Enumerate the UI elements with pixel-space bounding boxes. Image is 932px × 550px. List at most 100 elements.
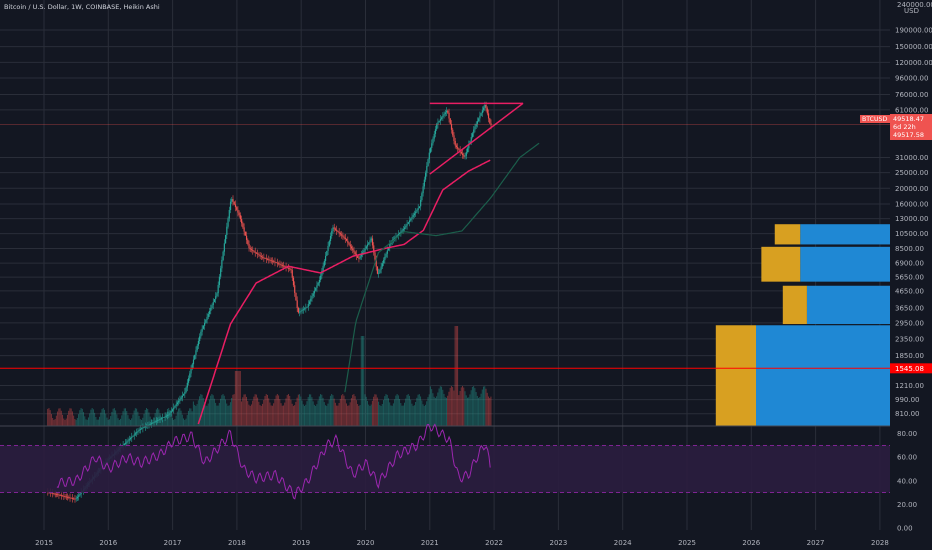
volume-bar	[148, 412, 150, 426]
volume-bar	[223, 395, 225, 426]
last-price-label: 49518.47	[893, 115, 924, 123]
x-axis-tick-label: 2022	[485, 539, 503, 547]
candle-body	[144, 426, 146, 428]
candle-body	[280, 264, 282, 266]
volume-bar	[438, 388, 440, 426]
volume-bar	[350, 398, 352, 426]
candle-body	[431, 143, 433, 148]
volume-bar	[323, 402, 325, 426]
candle-body	[148, 424, 150, 426]
candle-body	[462, 153, 464, 156]
volume-bar	[113, 408, 115, 426]
candle-body	[371, 238, 374, 246]
candle-body	[364, 248, 366, 251]
volume-bar	[85, 419, 87, 426]
volume-bar	[270, 405, 272, 426]
volume-bar	[407, 394, 409, 426]
candle-body	[487, 113, 490, 119]
trend-lines[interactable]	[0, 102, 890, 175]
volume-bar	[110, 416, 112, 426]
volume-bar	[274, 399, 276, 426]
volume-bar	[63, 418, 65, 426]
volume-bar	[54, 419, 56, 426]
volume-bar	[59, 408, 61, 426]
candle-body	[126, 441, 128, 443]
candle-body	[127, 440, 129, 442]
volume-bar	[254, 394, 256, 426]
candle-body	[473, 129, 475, 134]
candle-body	[401, 230, 403, 232]
candle-body	[474, 126, 476, 130]
volume-bar	[258, 401, 260, 426]
candle-body	[159, 418, 161, 420]
volume-bar	[244, 394, 246, 426]
candle-body	[57, 494, 59, 496]
candle-body	[166, 415, 169, 416]
candle-body	[295, 292, 297, 301]
volume-bar	[70, 408, 72, 426]
volume-bar	[462, 386, 464, 426]
candle-body	[131, 436, 133, 439]
volume-bar	[428, 394, 430, 426]
candle-body	[175, 404, 177, 406]
volume-bar	[253, 396, 255, 426]
volume-bar	[478, 397, 480, 426]
candle-body	[237, 209, 239, 213]
candle-body	[210, 308, 212, 311]
volume-bar	[128, 418, 130, 426]
countdown-label: 6d 22h	[893, 123, 916, 131]
volume-bar	[479, 397, 481, 426]
volume-bar	[49, 410, 51, 426]
volume-bar	[64, 419, 66, 426]
volume-bar	[217, 405, 219, 426]
volume-bar	[247, 401, 249, 426]
volume-bar	[99, 416, 101, 426]
volume-bar	[228, 405, 230, 426]
candle-body	[359, 256, 361, 259]
candle-body	[326, 250, 328, 256]
volume-bar	[129, 419, 131, 426]
volume-bar	[379, 405, 381, 426]
volume-bar	[62, 414, 64, 426]
volume-bar	[71, 411, 73, 426]
candle-body	[479, 115, 481, 119]
volume-bar	[353, 394, 355, 426]
volume-bar	[359, 404, 361, 426]
candle-body	[275, 262, 277, 263]
candle-body	[154, 421, 156, 423]
volume-bar	[173, 419, 175, 426]
volume-bar	[328, 399, 330, 426]
candle-body	[395, 236, 397, 238]
candle-body	[179, 399, 181, 401]
candle-body	[334, 228, 337, 230]
volume-bar	[432, 393, 434, 426]
volume-bar	[355, 400, 357, 426]
volume-bar	[490, 396, 492, 426]
chart-title: Bitcoin / U.S. Dollar, 1W, COINBASE, Hei…	[4, 3, 160, 11]
volume-bar	[174, 419, 176, 426]
candle-body	[245, 235, 248, 240]
candle-body	[380, 266, 382, 270]
volume-bar	[269, 402, 271, 426]
volume-bar	[55, 415, 57, 426]
volume-bar	[287, 394, 289, 426]
candle-body	[249, 248, 251, 250]
volume-bar	[111, 411, 113, 426]
volume-bar	[94, 412, 96, 426]
candle-body	[134, 433, 137, 435]
volume-bar	[234, 371, 236, 426]
candle-body	[423, 179, 425, 187]
volume-bar	[127, 415, 129, 426]
candle-body	[236, 207, 238, 210]
candle-body	[483, 107, 485, 111]
candle-body	[457, 147, 459, 149]
candle-body	[310, 298, 312, 302]
volume-bar	[470, 390, 472, 426]
volume-bar	[480, 393, 482, 426]
volume-bar	[84, 416, 86, 426]
candle-body	[163, 417, 165, 418]
candle-body	[481, 110, 483, 114]
volume-bar	[313, 404, 315, 426]
volume-bar	[436, 396, 438, 426]
